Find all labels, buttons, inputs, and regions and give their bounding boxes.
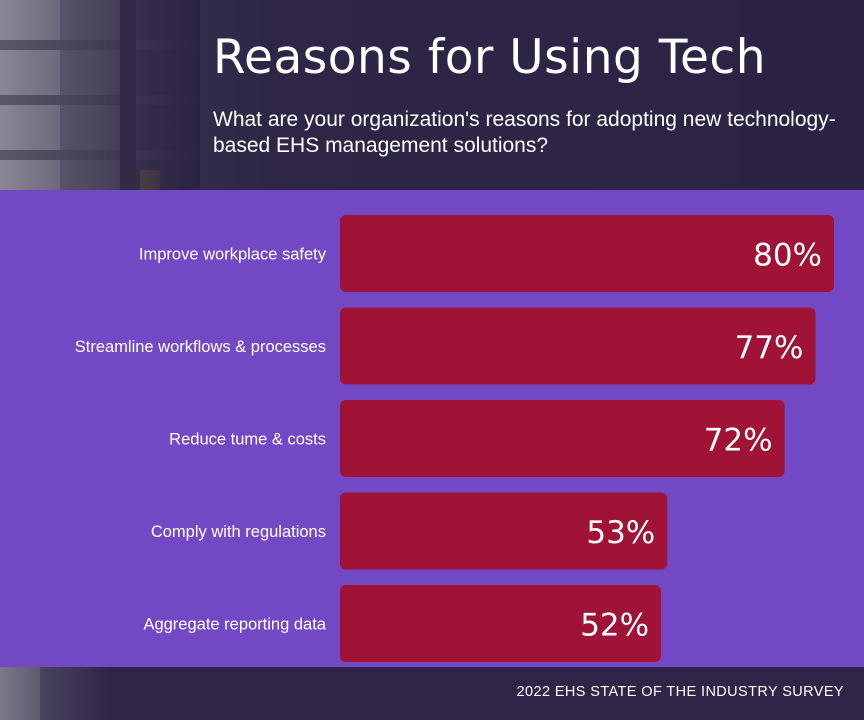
header: Reasons for Using Tech What are your org… [0, 0, 864, 190]
bar [340, 492, 668, 570]
bar [340, 215, 834, 292]
value-label: 52% [580, 608, 649, 644]
bar [340, 400, 785, 477]
value-label: 72% [704, 423, 773, 459]
category-label: Improve workplace safety [139, 246, 327, 264]
bar [340, 585, 662, 662]
category-label: Aggregate reporting data [143, 616, 326, 634]
category-label: Streamline workflows & processes [75, 338, 326, 356]
chart-title: Reasons for Using Tech [213, 30, 767, 85]
bar [340, 307, 816, 385]
source-note: 2022 EHS STATE OF THE INDUSTRY SURVEY [516, 684, 844, 700]
footer: 2022 EHS STATE OF THE INDUSTRY SURVEY [0, 667, 864, 720]
bar-chart: Improve workplace safety 80% Streamline wo… [75, 215, 834, 662]
footer-photo-background [0, 667, 110, 720]
value-label: 80% [753, 238, 822, 274]
chart-panel: Improve workplace safety 80% Streamline wo… [0, 190, 864, 667]
chart-subtitle: What are your organization's reasons for… [213, 108, 836, 157]
category-label: Comply with regulations [151, 523, 326, 541]
category-label: Reduce tume & costs [169, 431, 326, 449]
value-label: 77% [735, 330, 804, 366]
building-photo-background [0, 0, 200, 190]
value-label: 53% [586, 515, 655, 551]
